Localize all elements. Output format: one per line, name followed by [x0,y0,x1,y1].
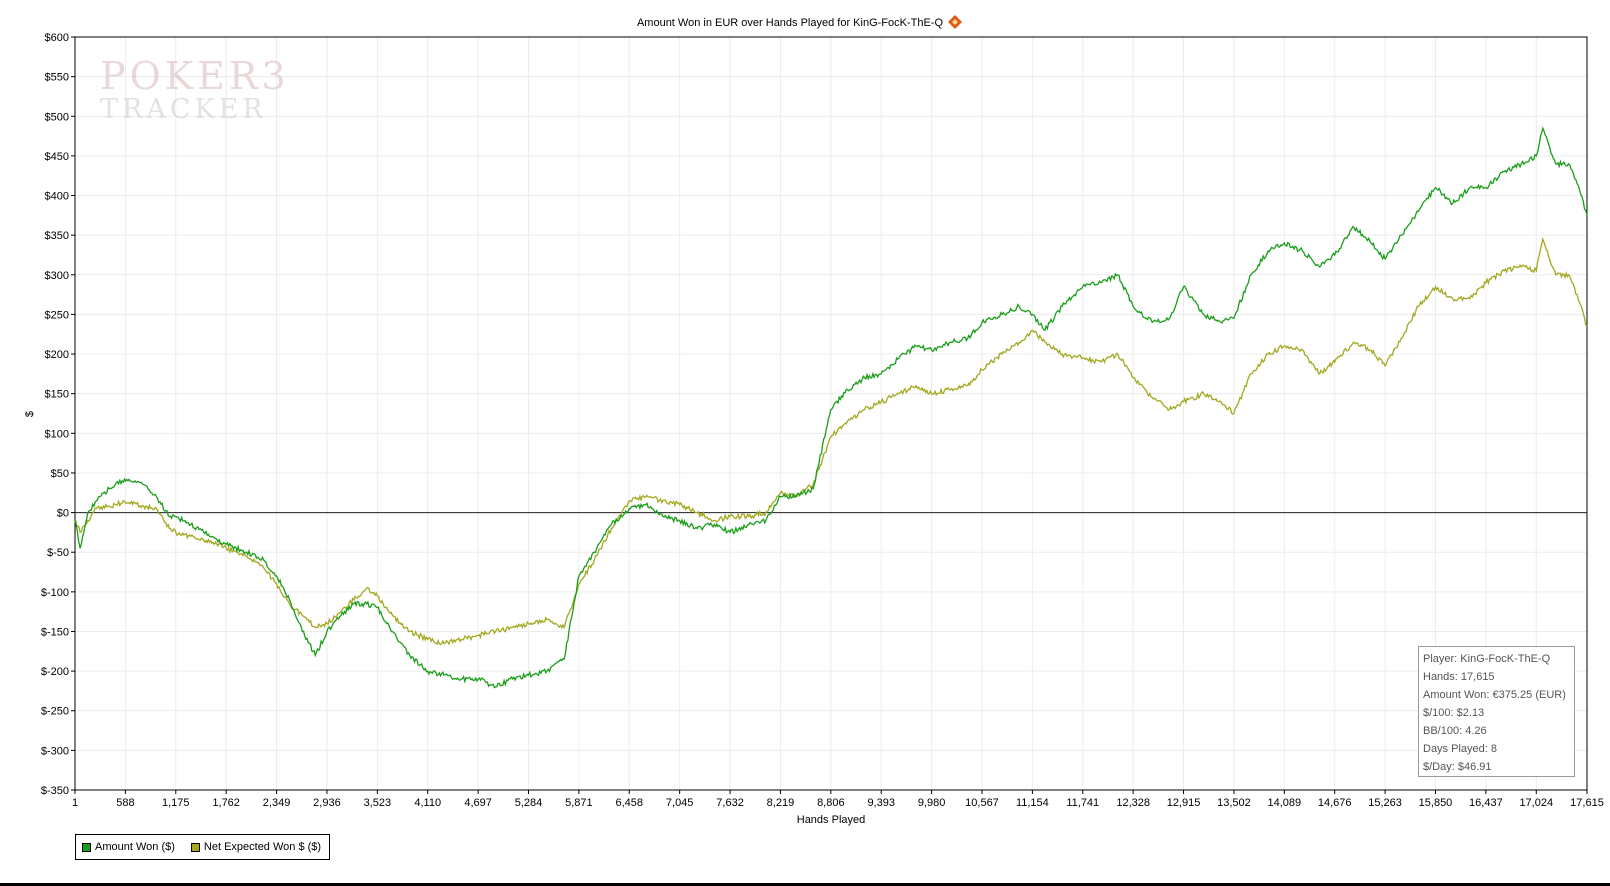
y-tick-label: $-250 [41,706,69,718]
legend-label-amount-won: Amount Won ($) [95,841,175,853]
legend-label-net-expected-won: Net Expected Won $ ($) [203,841,322,853]
y-tick-label: $50 [51,468,69,480]
stat-player: Player: KinG-FocK-ThE-Q [1423,653,1551,665]
y-tick-label: $0 [57,508,69,520]
stat-dollars-per-day: $/Day: $46.91 [1423,761,1492,773]
y-axis-label: $ [24,411,36,417]
stat-days-played: Days Played: 8 [1423,743,1497,755]
x-tick-label: 8,219 [767,797,795,809]
y-tick-label: $-300 [41,745,69,757]
chart-legend: Amount Won ($) Net Expected Won $ ($) [75,834,331,860]
x-tick-label: 4,110 [414,797,441,809]
series-line-net-expected-won [74,236,1588,646]
legend-swatch-amount-won [82,842,91,852]
y-tick-label: $450 [45,151,69,163]
x-tick-label: 13,502 [1217,797,1251,809]
y-tick-label: $-150 [41,626,69,638]
y-tick-label: $250 [45,309,69,321]
y-tick-label: $200 [45,349,69,361]
y-axis-ticks: $600 $550 $500 $450 $400 $350 $300 $250 $200 $150… [41,32,75,797]
x-tick-label: 5,871 [565,797,593,809]
x-tick-label: 12,328 [1116,797,1150,809]
chart-gridlines [74,36,1588,791]
x-tick-label: 11,741 [1066,797,1099,809]
x-tick-label: 12,915 [1167,797,1201,809]
x-tick-label: 1,762 [212,797,240,809]
stat-amount-won: Amount Won: €375.25 (EUR) [1423,689,1566,701]
legend-item-net-expected-won[interactable]: Net Expected Won $ ($) [190,841,322,853]
y-tick-label: $-200 [41,666,69,678]
y-tick-label: $600 [45,32,69,44]
x-tick-label: 2,936 [313,797,341,809]
y-tick-label: $-100 [41,587,69,599]
x-tick-label: 6,458 [616,797,644,809]
x-axis-ticks: 1 588 1,175 1,762 2,349 2,936 3,523 4,110 4,697 5… [72,790,1604,809]
y-tick-label: $350 [45,230,69,242]
x-tick-label: 9,393 [867,797,895,809]
x-tick-label: 14,089 [1267,797,1301,809]
x-tick-label: 15,850 [1419,797,1453,809]
y-tick-label: $100 [45,428,69,440]
x-tick-label: 11,154 [1016,797,1049,809]
x-tick-label: 5,284 [515,797,543,809]
y-tick-label: $300 [45,270,69,282]
player-stats-box: Player: KinG-FocK-ThE-Q Hands: 17,615 Am… [1418,646,1575,777]
x-tick-label: 17,024 [1519,797,1553,809]
x-tick-label: 14,676 [1318,797,1352,809]
x-tick-label: 2,349 [263,797,291,809]
series-line-amount-won [74,126,1588,689]
x-axis-label: Hands Played [797,814,866,826]
y-tick-label: $-350 [41,785,69,797]
stat-hands: Hands: 17,615 [1423,671,1495,683]
y-tick-label: $150 [45,389,69,401]
legend-item-amount-won[interactable]: Amount Won ($) [82,841,175,853]
x-tick-label: 17,615 [1570,797,1604,809]
x-tick-label: 4,697 [464,797,492,809]
x-tick-label: 8,806 [817,797,845,809]
legend-swatch-net-expected-won [190,842,200,852]
x-tick-label: 3,523 [364,797,392,809]
x-tick-label: 7,045 [666,797,694,809]
x-tick-label: 7,632 [716,797,744,809]
x-tick-label: 10,567 [965,797,999,809]
y-tick-label: $500 [45,111,69,123]
export-diamond-icon[interactable] [948,15,962,29]
chart-title: Amount Won in EUR over Hands Played for … [637,17,944,29]
y-tick-label: $550 [45,72,69,84]
x-tick-label: 1,175 [162,797,190,809]
x-tick-label: 9,980 [918,797,946,809]
y-tick-label: $-50 [47,547,69,559]
x-tick-label: 16,437 [1469,797,1503,809]
x-tick-label: 1 [72,797,78,809]
stat-bb-per-100: BB/100: 4.26 [1423,725,1487,737]
series-layer [74,126,1588,689]
y-tick-label: $400 [45,191,69,203]
window-bottom-border [0,883,1610,886]
x-tick-label: 15,263 [1368,797,1402,809]
stat-dollars-per-100: $/100: $2.13 [1423,707,1485,719]
x-tick-label: 588 [116,797,134,809]
